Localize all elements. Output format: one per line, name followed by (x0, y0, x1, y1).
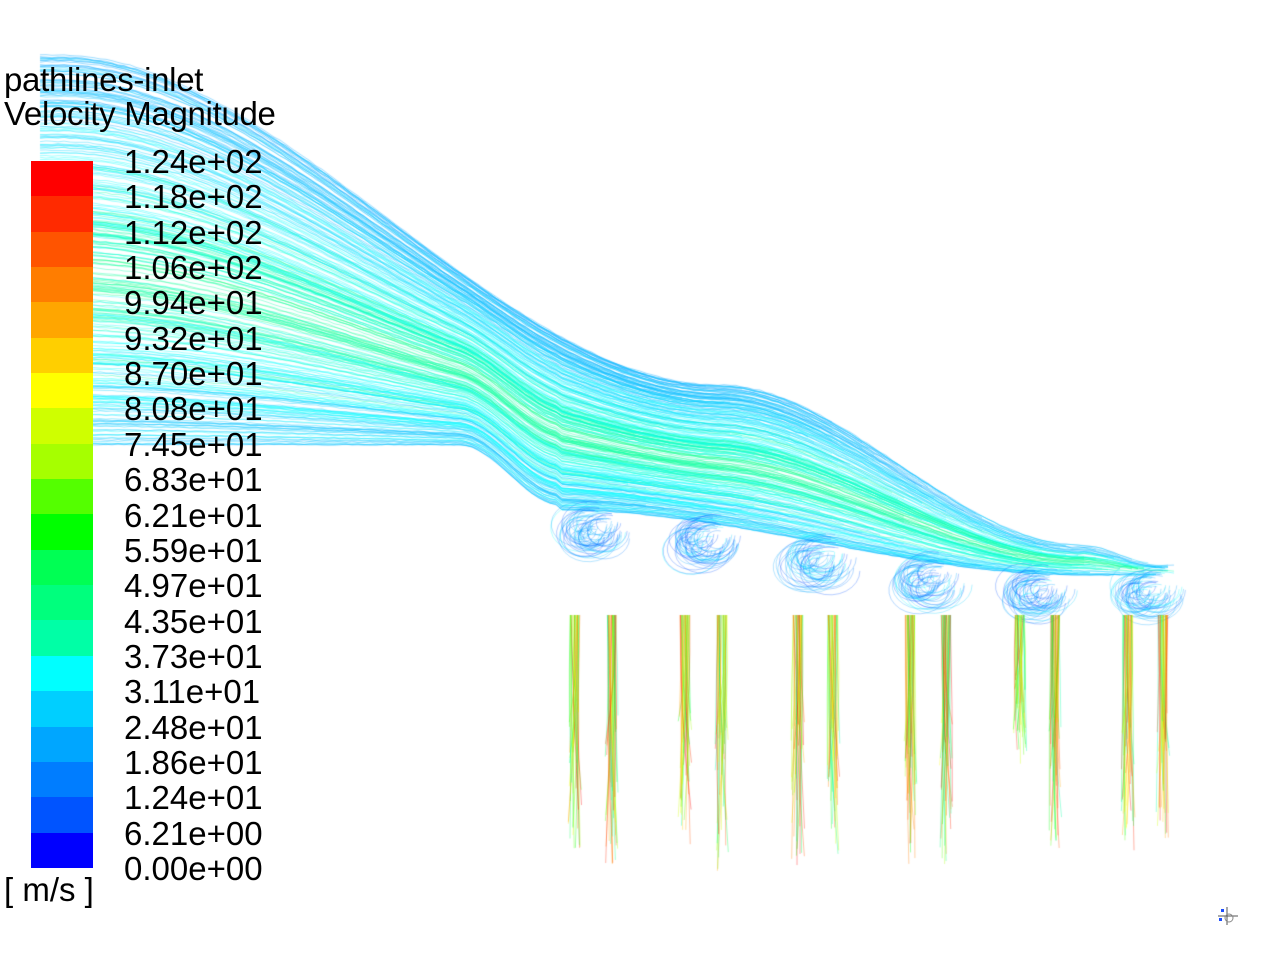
colorbar-band (31, 337, 93, 374)
colorbar-band (31, 161, 93, 197)
colorbar-band (31, 302, 93, 338)
colorbar-tick-label: 8.70e+01 (124, 355, 263, 393)
legend-variable: Velocity Magnitude (4, 95, 276, 132)
colorbar-tick-label: 9.94e+01 (124, 284, 263, 322)
colorbar-tick-label: 6.21e+01 (124, 496, 263, 534)
colorbar-tick-label: 9.32e+01 (124, 319, 263, 357)
colorbar-band (31, 620, 93, 656)
colorbar-tick-label: 5.59e+01 (124, 531, 263, 569)
colorbar (31, 161, 93, 868)
legend-title: pathlines-inlet (4, 61, 204, 98)
colorbar-tick-label: 7.45e+01 (124, 425, 263, 463)
axis-triad-icon[interactable] (1214, 903, 1240, 929)
colorbar-band (31, 479, 93, 515)
colorbar-band (31, 549, 93, 586)
colorbar-band (31, 514, 93, 550)
colorbar-tick-label: 1.18e+02 (124, 178, 263, 216)
colorbar-band (31, 585, 93, 621)
colorbar-band (31, 832, 93, 868)
colorbar-tick-label: 4.35e+01 (124, 602, 263, 640)
colorbar-tick-label: 4.97e+01 (124, 567, 263, 605)
colorbar-tick-label: 6.21e+00 (124, 814, 263, 852)
colorbar-band (31, 797, 93, 833)
colorbar-tick-label: 1.06e+02 (124, 249, 263, 287)
colorbar-band (31, 373, 93, 409)
colorbar-band (31, 655, 93, 692)
colorbar-tick-label: 1.24e+01 (124, 779, 263, 817)
colorbar-tick-label: 3.11e+01 (124, 673, 261, 711)
colorbar-band (31, 196, 93, 232)
colorbar-band (31, 443, 93, 480)
colorbar-tick-label: 1.12e+02 (124, 213, 263, 251)
colorbar-band (31, 267, 93, 303)
colorbar-tick-label: 2.48e+01 (124, 708, 263, 746)
colorbar-band (31, 231, 93, 268)
colorbar-band (31, 761, 93, 798)
colorbar-tick-label: 0.00e+00 (124, 850, 263, 887)
legend-unit: [ m/s ] (4, 871, 94, 908)
colorbar-tick-label: 1.24e+02 (124, 143, 263, 180)
colorbar-band (31, 408, 93, 444)
colorbar-tick-label: 8.08e+01 (124, 390, 263, 428)
colorbar-tick-label: 3.73e+01 (124, 637, 263, 675)
colorbar-tick-label: 1.86e+01 (124, 743, 263, 781)
colorbar-band (31, 691, 93, 727)
colorbar-tick-label: 6.83e+01 (124, 461, 263, 499)
colorbar-band (31, 726, 93, 762)
